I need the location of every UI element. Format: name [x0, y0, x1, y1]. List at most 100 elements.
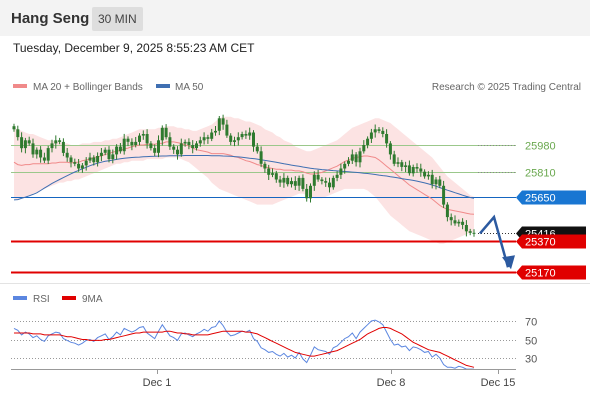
candle-body	[130, 141, 134, 145]
candle-body	[84, 160, 88, 166]
candle-body	[54, 140, 58, 144]
candle-body	[252, 132, 255, 147]
ma50-legend-swatch	[156, 84, 170, 88]
candle-body	[96, 156, 100, 163]
candle-body	[290, 181, 293, 185]
candle-body	[236, 137, 240, 141]
candle-body	[61, 141, 65, 153]
candle-body	[27, 140, 31, 144]
candle-body	[407, 165, 411, 174]
candle-body	[141, 134, 145, 136]
rsi-ma-line	[14, 327, 475, 368]
candle-body	[191, 145, 195, 149]
candle-body	[118, 146, 122, 152]
candle-body	[164, 127, 168, 138]
candle-body	[453, 220, 457, 224]
forecast-arrow-line	[479, 214, 510, 268]
instrument-title: Hang Seng	[11, 10, 90, 27]
candle-body	[324, 181, 328, 183]
candle-body	[259, 151, 263, 164]
candle-body	[468, 231, 472, 233]
candle-body	[172, 146, 176, 150]
candle-body	[31, 143, 35, 155]
candle-body	[267, 168, 271, 175]
candle-body	[369, 132, 373, 139]
ma50-legend-label: MA 50	[175, 82, 204, 93]
candle-body	[464, 225, 468, 232]
candle-body	[88, 157, 92, 161]
candle-body	[366, 138, 370, 145]
candle-body	[221, 118, 225, 125]
rsi-lines	[13, 319, 475, 370]
candle-body	[309, 185, 312, 199]
candle-body	[282, 177, 286, 183]
candle-body	[157, 140, 160, 153]
candle-body	[202, 137, 206, 141]
support-label-25170: 25170	[525, 268, 556, 280]
rsi-ref-label-30: 30	[525, 354, 537, 366]
candle-body	[73, 162, 77, 164]
candle-body	[343, 163, 347, 169]
candle-body	[99, 152, 103, 156]
candle-body	[92, 157, 96, 163]
candle-body	[445, 204, 449, 218]
candle-body	[58, 140, 62, 142]
candle-body	[430, 174, 434, 185]
pivot-tag	[516, 190, 586, 205]
candle-body	[419, 168, 423, 172]
ma50-line	[13, 155, 475, 201]
candle-body	[255, 146, 259, 152]
rsi-ma-legend-swatch	[62, 296, 76, 300]
candle-body	[206, 137, 210, 139]
bollinger-band-fill	[14, 116, 474, 244]
rsi-legend-label: RSI	[33, 294, 50, 305]
candle-body	[381, 130, 385, 134]
candle-body	[347, 160, 350, 164]
chart-datetime: Tuesday, December 9, 2025 8:55:23 AM CET	[13, 41, 255, 55]
candle-body	[438, 179, 442, 186]
candle-body	[373, 129, 377, 133]
rsi-ref-label-70: 70	[525, 317, 537, 329]
x-tick-label: Dec 8	[377, 377, 406, 389]
candle-body	[138, 135, 141, 142]
top-bar: Hang Seng 30 MIN	[0, 0, 590, 36]
timeframe-selector[interactable]: 30 MIN	[92, 7, 143, 31]
candle-body	[122, 138, 126, 152]
x-tick-label: Dec 15	[481, 377, 516, 389]
candle-body	[46, 148, 50, 161]
candle-body	[328, 182, 331, 188]
candle-body	[274, 173, 278, 180]
candle-body	[126, 138, 130, 142]
bollinger-bands	[14, 116, 474, 244]
price-level-labels: 259802581025650254162537025170	[516, 141, 586, 280]
candle-body	[77, 163, 81, 169]
candle-body	[404, 165, 408, 167]
candle-body	[244, 134, 248, 136]
support-tag-25170	[516, 265, 586, 280]
forecast-arrow	[479, 214, 515, 270]
candle-body	[362, 145, 366, 152]
candle-body	[411, 167, 415, 174]
candle-body	[426, 174, 430, 177]
candle-body	[187, 141, 191, 145]
candle-body	[320, 179, 324, 182]
candle-body	[80, 165, 84, 169]
candle-body	[354, 154, 358, 163]
support-label-25370: 25370	[525, 237, 556, 249]
candle-body	[179, 143, 183, 155]
credit-text: Research © 2025 Trading Central	[432, 82, 581, 93]
candle-body	[176, 149, 179, 155]
candle-body	[107, 149, 111, 160]
candle-body	[69, 157, 73, 163]
candle-body	[339, 168, 343, 175]
candle-body	[195, 143, 198, 149]
candle-body	[301, 177, 305, 189]
rsi-line	[13, 319, 474, 370]
candle-body	[20, 137, 24, 149]
candle-body	[12, 126, 16, 130]
candle-body	[103, 149, 107, 153]
candle-body	[263, 163, 267, 169]
resistance-label-25980: 25980	[525, 141, 556, 153]
candle-body	[415, 167, 419, 169]
